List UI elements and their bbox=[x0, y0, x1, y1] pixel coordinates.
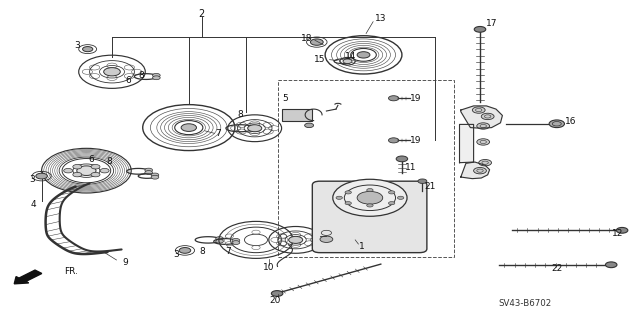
Text: 13: 13 bbox=[375, 14, 387, 23]
Circle shape bbox=[345, 191, 351, 194]
Text: 2: 2 bbox=[198, 9, 205, 19]
FancyBboxPatch shape bbox=[312, 181, 427, 253]
Circle shape bbox=[36, 173, 47, 179]
Text: 1: 1 bbox=[359, 242, 364, 251]
Circle shape bbox=[396, 156, 408, 162]
Circle shape bbox=[289, 236, 303, 243]
Text: 22: 22 bbox=[551, 264, 563, 273]
Text: 3: 3 bbox=[174, 250, 179, 259]
Text: 16: 16 bbox=[565, 117, 577, 126]
Text: 14: 14 bbox=[345, 52, 356, 61]
Circle shape bbox=[232, 241, 240, 244]
Circle shape bbox=[474, 26, 486, 32]
Text: SV43-B6702: SV43-B6702 bbox=[498, 299, 552, 308]
Circle shape bbox=[152, 76, 160, 80]
Circle shape bbox=[472, 107, 485, 113]
Circle shape bbox=[616, 227, 628, 233]
Circle shape bbox=[91, 172, 100, 177]
Polygon shape bbox=[461, 162, 490, 179]
Circle shape bbox=[104, 68, 120, 76]
Circle shape bbox=[388, 202, 395, 205]
Circle shape bbox=[397, 196, 404, 199]
Text: 8: 8 bbox=[200, 247, 205, 256]
Text: 10: 10 bbox=[263, 263, 275, 272]
Circle shape bbox=[145, 171, 152, 174]
Text: 5: 5 bbox=[283, 94, 288, 103]
Text: 8: 8 bbox=[106, 157, 111, 166]
Circle shape bbox=[248, 125, 262, 132]
Circle shape bbox=[73, 172, 82, 177]
Circle shape bbox=[151, 173, 159, 177]
Circle shape bbox=[336, 196, 342, 199]
Circle shape bbox=[418, 179, 427, 183]
Text: 7: 7 bbox=[215, 129, 220, 138]
Circle shape bbox=[91, 165, 100, 169]
Circle shape bbox=[77, 166, 96, 175]
Circle shape bbox=[388, 138, 399, 143]
Text: 11: 11 bbox=[405, 163, 417, 172]
FancyArrow shape bbox=[14, 270, 42, 284]
Bar bbox=[278, 80, 454, 257]
Bar bbox=[282, 109, 312, 121]
Text: 12: 12 bbox=[612, 229, 623, 238]
Text: 17: 17 bbox=[486, 19, 497, 28]
Circle shape bbox=[310, 39, 323, 45]
Circle shape bbox=[388, 96, 399, 101]
Text: 20: 20 bbox=[269, 296, 281, 305]
Circle shape bbox=[367, 189, 373, 192]
Text: 4: 4 bbox=[31, 200, 36, 209]
Circle shape bbox=[73, 165, 82, 169]
Circle shape bbox=[100, 168, 109, 173]
Circle shape bbox=[481, 113, 494, 120]
Circle shape bbox=[479, 160, 492, 166]
Circle shape bbox=[152, 73, 160, 77]
Circle shape bbox=[549, 120, 564, 128]
Circle shape bbox=[64, 168, 73, 173]
Text: 15: 15 bbox=[314, 55, 326, 64]
Circle shape bbox=[232, 239, 240, 242]
Polygon shape bbox=[460, 124, 474, 163]
Circle shape bbox=[333, 179, 407, 216]
Circle shape bbox=[477, 123, 490, 129]
Circle shape bbox=[605, 262, 617, 268]
Text: 6: 6 bbox=[125, 76, 131, 85]
Text: 8: 8 bbox=[138, 71, 143, 80]
Text: 19: 19 bbox=[410, 137, 422, 145]
Text: 18: 18 bbox=[301, 34, 313, 43]
Polygon shape bbox=[461, 106, 502, 128]
Circle shape bbox=[179, 248, 191, 253]
Circle shape bbox=[216, 237, 223, 241]
Circle shape bbox=[151, 175, 159, 179]
Text: 3: 3 bbox=[29, 175, 35, 184]
Text: 3: 3 bbox=[74, 41, 79, 50]
Text: 9: 9 bbox=[122, 258, 127, 267]
Text: 8: 8 bbox=[237, 110, 243, 119]
Text: 7: 7 bbox=[226, 247, 231, 256]
Circle shape bbox=[345, 202, 351, 205]
Circle shape bbox=[271, 291, 283, 296]
Circle shape bbox=[181, 124, 196, 131]
Circle shape bbox=[343, 59, 352, 63]
Circle shape bbox=[367, 204, 373, 207]
Circle shape bbox=[249, 128, 257, 131]
Circle shape bbox=[83, 47, 93, 52]
Text: 6: 6 bbox=[89, 155, 94, 164]
Circle shape bbox=[388, 191, 395, 194]
Circle shape bbox=[474, 167, 486, 174]
Text: 19: 19 bbox=[410, 94, 422, 103]
Circle shape bbox=[145, 168, 152, 172]
Circle shape bbox=[305, 123, 314, 128]
Text: FR.: FR. bbox=[64, 267, 78, 276]
Circle shape bbox=[216, 239, 223, 243]
Circle shape bbox=[357, 191, 383, 204]
Text: 21: 21 bbox=[424, 182, 436, 191]
Circle shape bbox=[320, 236, 333, 242]
Circle shape bbox=[477, 139, 490, 145]
Circle shape bbox=[357, 52, 370, 58]
Circle shape bbox=[249, 125, 257, 129]
